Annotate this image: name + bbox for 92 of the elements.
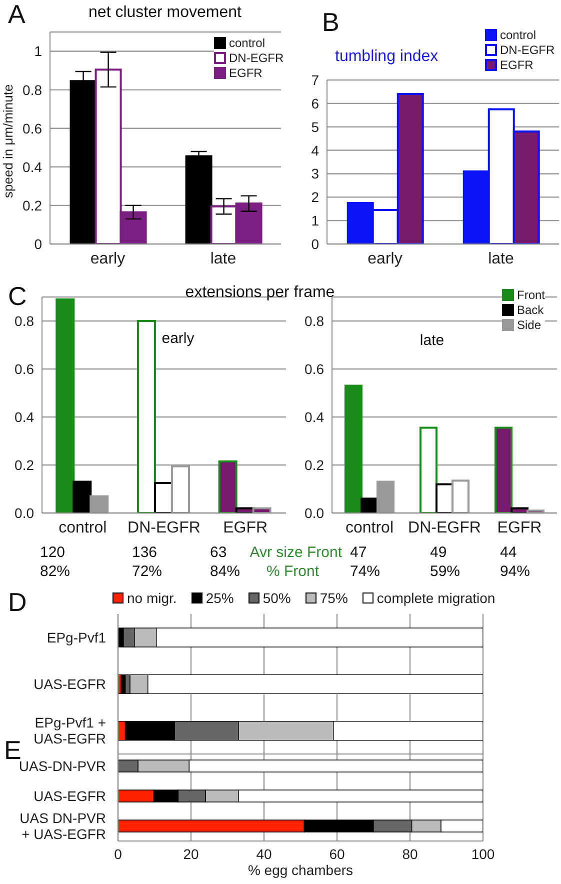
x-tick-label: 0 xyxy=(114,846,122,862)
text: 94% xyxy=(500,563,530,580)
y-tick-label: 0.4 xyxy=(22,158,42,175)
y-tick-label: EPg-Pvf1 + UAS-EGFR xyxy=(34,714,106,747)
x-tick-label: 60 xyxy=(329,846,345,862)
y-tick-label: 0.0 xyxy=(14,504,34,521)
bar xyxy=(90,495,109,513)
legend-label: 50% xyxy=(262,590,291,606)
y-tick-label: 1 xyxy=(34,43,42,60)
text: 82% xyxy=(40,563,70,580)
y-tick-label: 3 xyxy=(311,166,320,182)
text: D xyxy=(8,587,27,618)
text: 59% xyxy=(430,563,460,580)
text: 74% xyxy=(350,563,380,580)
legend-label: 25% xyxy=(206,590,234,606)
x-tick-label: EGFR xyxy=(497,519,542,536)
y-tick-label: 6 xyxy=(311,95,320,112)
y-tick-label: 0.0 xyxy=(304,504,324,521)
text: 44 xyxy=(500,544,517,562)
text: B xyxy=(322,7,340,38)
y-tick-label: UAS DN-PVR + UAS-EGFR xyxy=(20,810,106,842)
legend-label: EGFR xyxy=(229,66,262,80)
legend-label: control xyxy=(500,28,536,42)
y-tick-label: 0 xyxy=(34,236,42,252)
y-tick-label: 2 xyxy=(311,189,320,206)
y-tick-label: 0.8 xyxy=(22,82,42,98)
y-tick-label: UAS-DN-PVR xyxy=(18,758,106,774)
bar xyxy=(344,384,362,513)
y-tick-label: 7 xyxy=(311,72,320,88)
y-tick-label: EPg-Pvf1 xyxy=(46,629,106,646)
y-tick-label: 1 xyxy=(311,212,320,229)
text: 63 xyxy=(210,544,227,562)
text: E xyxy=(4,735,22,765)
legend-label: DN-EGFR xyxy=(229,51,284,65)
x-tick-label: late xyxy=(488,250,514,268)
legend-label: Front xyxy=(517,288,546,302)
x-tick-label: early xyxy=(90,250,126,268)
x-tick-label: 40 xyxy=(256,846,272,862)
y-tick-label: 0 xyxy=(311,236,320,252)
text: 72% xyxy=(132,563,162,580)
annotation: late xyxy=(420,332,444,350)
text: C xyxy=(8,281,27,312)
text: Avr size Front xyxy=(250,544,342,562)
y-tick-label: 0.6 xyxy=(22,120,42,136)
text: 49 xyxy=(430,544,447,562)
legend-label: complete migration xyxy=(376,590,496,606)
y-tick-label: 0.8 xyxy=(14,312,34,329)
y-tick-label: 0.4 xyxy=(304,408,324,425)
x-tick-label: control xyxy=(345,519,394,536)
x-tick-label: EGFR xyxy=(223,519,268,536)
y-tick-label: 5 xyxy=(311,118,320,135)
text: 47 xyxy=(350,544,367,562)
legend-label: Back xyxy=(517,303,544,317)
legend-label: EGFR xyxy=(500,58,534,72)
y-tick-label: 0.6 xyxy=(304,360,324,377)
x-tick-label: 20 xyxy=(183,846,199,862)
legend-label: Side xyxy=(517,318,542,332)
text: 84% xyxy=(210,563,240,580)
x-tick-label: control xyxy=(58,519,107,536)
bar xyxy=(72,480,92,513)
text: 120 xyxy=(40,544,66,562)
y-tick-label: 0.8 xyxy=(304,312,324,329)
y-tick-label: UAS-EGFR xyxy=(34,676,106,692)
text: 136 xyxy=(132,544,158,562)
annotation: early xyxy=(162,330,194,348)
x-axis-title: % egg chambers xyxy=(248,862,354,878)
legend-label: DN-EGFR xyxy=(500,43,555,57)
y-tick-label: 0.2 xyxy=(22,197,42,214)
bar xyxy=(185,155,212,244)
y-tick-label: 4 xyxy=(311,142,320,158)
bar xyxy=(376,480,394,513)
bar xyxy=(56,298,75,513)
y-tick-label: 0.6 xyxy=(14,360,34,377)
chart-title: net cluster movement xyxy=(88,4,242,22)
chart-title: tumbling index xyxy=(335,48,438,66)
x-tick-label: 100 xyxy=(471,846,495,862)
x-tick-label: DN-EGFR xyxy=(408,519,481,536)
y-axis-title: speed in μm/minute xyxy=(0,84,16,198)
x-tick-label: 80 xyxy=(402,846,418,862)
x-tick-label: early xyxy=(368,250,402,268)
chart-title: extensions per frame xyxy=(185,284,335,302)
y-tick-label: UAS-EGFR xyxy=(34,788,106,804)
y-tick-label: 0.2 xyxy=(14,456,34,473)
x-tick-label: DN-EGFR xyxy=(128,519,200,536)
y-tick-label: 0.4 xyxy=(14,408,34,425)
x-tick-label: late xyxy=(210,250,236,268)
legend-label: control xyxy=(229,36,266,50)
legend-label: 75% xyxy=(320,590,348,606)
legend-label: no migr. xyxy=(127,590,177,606)
text: % Front xyxy=(266,563,319,580)
text: A xyxy=(8,0,26,30)
y-tick-label: 0.2 xyxy=(304,456,324,473)
